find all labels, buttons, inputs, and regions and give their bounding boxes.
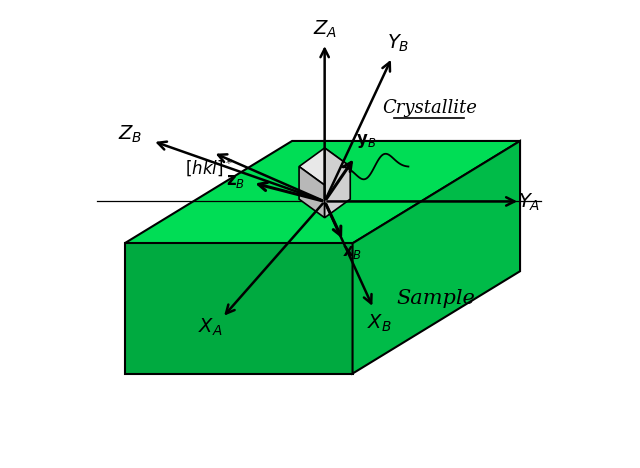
Text: Crystallite: Crystallite [382, 99, 477, 117]
Polygon shape [125, 243, 353, 373]
Text: $X_B$: $X_B$ [367, 313, 392, 334]
Text: $\mathbf{x}_B$: $\mathbf{x}_B$ [342, 244, 362, 261]
Text: $\mathbf{y}_B$: $\mathbf{y}_B$ [356, 132, 377, 150]
Text: $X_A$: $X_A$ [198, 316, 223, 338]
Text: Sample: Sample [396, 289, 475, 307]
Text: $Z_A$: $Z_A$ [312, 19, 337, 40]
Text: $Y_A$: $Y_A$ [518, 192, 541, 213]
Text: $\mathbf{z}_B$: $\mathbf{z}_B$ [226, 174, 245, 190]
Polygon shape [353, 141, 520, 373]
Polygon shape [299, 148, 350, 185]
Text: $Y_B$: $Y_B$ [387, 33, 410, 54]
Polygon shape [324, 148, 350, 218]
Text: $Z_B$: $Z_B$ [118, 124, 142, 145]
Text: $[hkl]^*$: $[hkl]^*$ [186, 157, 233, 178]
Polygon shape [125, 141, 520, 243]
Polygon shape [299, 167, 324, 218]
